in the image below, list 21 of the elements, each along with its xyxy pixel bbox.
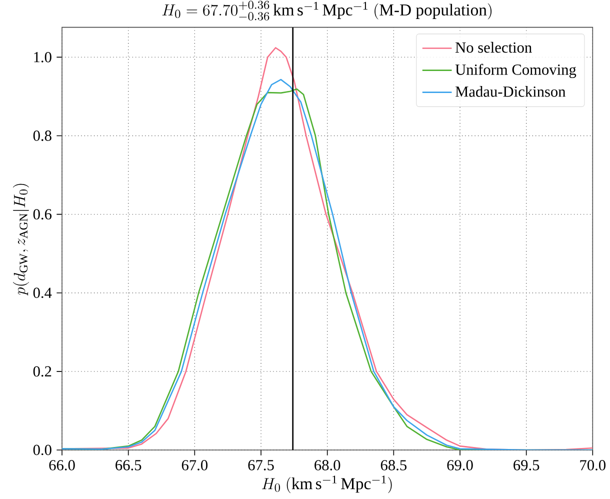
x-tick-label: 66.0	[49, 460, 75, 470]
y-tick-label: 0.4	[33, 288, 52, 298]
y-tick-label: 0.8	[33, 130, 52, 141]
x-tick-label: 69.5	[514, 460, 540, 470]
y-tick-label: 0.0	[33, 444, 52, 456]
legend-label: Uniform Comoving	[455, 64, 576, 78]
x-tick-label: 68.0	[314, 460, 340, 470]
legend-label: No selection	[455, 42, 532, 53]
x-tick-label: 66.5	[116, 460, 142, 470]
x-tick-label: 67.5	[248, 460, 274, 470]
x-tick-label: 70.0	[580, 460, 606, 470]
y-tick-label: 0.6	[33, 209, 52, 220]
x-axis-title: $H_0\ (\mathrm{km\,s^{-1}\,Mpc^{-1}})$	[262, 476, 392, 494]
x-tick-label: 67.0	[182, 460, 208, 470]
chart-title: $H_0 = 67.70^{+0.36}_{-0.36}\,\mathrm{km\,s^{-1}\,Mpc^{-1}}\ \mathrm{(M\text{-}D\ population)}$	[162, 0, 492, 20]
y-axis-title: $p(d_{\mathrm{GW}}, z_{\mathrm{AGN}} | H_0)$	[12, 184, 29, 296]
y-tick-label: 0.2	[33, 366, 52, 377]
x-tick-label: 68.5	[380, 460, 406, 470]
x-tick-label: 69.0	[447, 460, 473, 470]
y-tick-label: 1.0	[34, 52, 52, 62]
legend-label: Madau-Dickinson	[455, 86, 566, 97]
